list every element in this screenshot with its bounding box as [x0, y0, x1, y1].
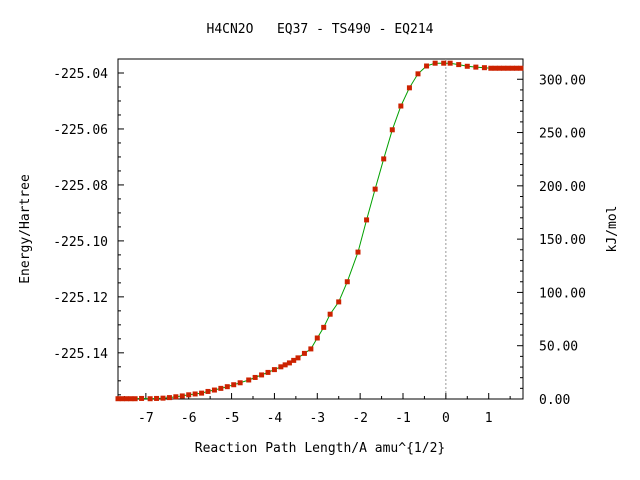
- data-point: [205, 388, 211, 394]
- data-point: [119, 396, 125, 402]
- data-point: [282, 362, 288, 368]
- y-tick-label: -225.14: [53, 347, 108, 362]
- data-point: [355, 249, 361, 255]
- energy-series-markers: [115, 60, 524, 402]
- x-tick-label: -2: [352, 411, 368, 426]
- x-tick-label: -6: [181, 411, 197, 426]
- data-point: [173, 394, 179, 400]
- data-point: [252, 374, 258, 380]
- chart-title: H4CN2O EQ37 - TS490 - EQ214: [207, 22, 434, 37]
- data-point: [509, 65, 515, 71]
- x-tick-label: -5: [224, 411, 240, 426]
- data-point: [115, 396, 121, 402]
- y2-tick-label: 50.00: [539, 340, 578, 355]
- data-point: [259, 372, 265, 378]
- y2-tick-label: 0.00: [539, 393, 570, 408]
- data-point: [501, 65, 507, 71]
- y-axis-ticks: -225.04 -225.06 -225.08 -225.10 -225.12 -225.…: [53, 67, 124, 362]
- data-point: [192, 391, 198, 397]
- data-point: [364, 217, 370, 223]
- data-point: [186, 392, 192, 398]
- data-point: [224, 384, 230, 390]
- energy-series-line: [118, 62, 521, 400]
- data-point: [496, 65, 502, 71]
- data-point: [447, 60, 453, 66]
- data-point: [441, 60, 447, 66]
- data-point: [464, 63, 470, 69]
- data-point: [166, 395, 172, 401]
- data-point: [456, 62, 462, 68]
- data-point: [265, 369, 271, 375]
- data-point: [415, 71, 421, 77]
- data-point: [327, 311, 333, 317]
- y-tick-label: -225.10: [53, 235, 108, 250]
- x-axis-label: Reaction Path Length/A amu^{1/2}: [195, 441, 445, 456]
- data-point: [132, 396, 138, 402]
- data-point: [314, 335, 320, 341]
- y2-axis-label: kJ/mol: [605, 206, 620, 253]
- data-point: [398, 103, 404, 109]
- data-point: [308, 346, 314, 352]
- data-point: [291, 357, 297, 363]
- data-point: [271, 367, 277, 373]
- data-point: [488, 65, 494, 71]
- x-tick-label: 1: [485, 411, 493, 426]
- y2-tick-label: 200.00: [539, 180, 586, 195]
- data-point: [321, 324, 327, 330]
- data-point: [199, 390, 205, 396]
- y-axis-label: Energy/Hartree: [18, 174, 33, 284]
- y-tick-label: -225.12: [53, 291, 108, 306]
- data-point: [336, 299, 342, 305]
- data-point: [211, 387, 217, 393]
- data-point: [295, 355, 301, 361]
- data-point: [154, 395, 160, 401]
- data-point: [160, 395, 166, 401]
- data-point: [381, 156, 387, 162]
- data-point: [286, 360, 292, 366]
- x-tick-label: -1: [395, 411, 411, 426]
- data-point: [147, 396, 153, 402]
- data-point: [432, 60, 438, 66]
- data-point: [389, 127, 395, 133]
- data-point: [372, 186, 378, 192]
- data-point: [231, 382, 237, 388]
- y2-tick-label: 150.00: [539, 233, 586, 248]
- y2-tick-label: 300.00: [539, 73, 586, 88]
- data-point: [424, 63, 430, 69]
- x-axis-ticks: -7 -6 -5 -4 -3 -2 -1 0 1: [138, 393, 493, 426]
- data-point: [344, 279, 350, 285]
- data-point: [218, 385, 224, 391]
- y-tick-label: -225.06: [53, 123, 108, 138]
- data-point: [406, 85, 412, 91]
- minor-ticks: [118, 68, 523, 399]
- y-tick-label: -225.04: [53, 67, 108, 82]
- data-point: [301, 350, 307, 356]
- data-point: [278, 364, 284, 370]
- data-point: [128, 396, 134, 402]
- x-tick-label: -3: [309, 411, 325, 426]
- data-point: [237, 380, 243, 386]
- data-point: [124, 396, 130, 402]
- y2-tick-label: 100.00: [539, 286, 586, 301]
- x-tick-label: 0: [442, 411, 450, 426]
- y2-tick-label: 250.00: [539, 127, 586, 142]
- data-point: [481, 65, 487, 71]
- data-point: [518, 65, 524, 71]
- data-point: [246, 377, 252, 383]
- data-point: [514, 65, 520, 71]
- data-point: [473, 64, 479, 70]
- data-point: [139, 395, 145, 401]
- x-tick-label: -7: [138, 411, 154, 426]
- plot-frame: [117, 58, 524, 400]
- data-point: [505, 65, 511, 71]
- data-point: [492, 65, 498, 71]
- y-tick-label: -225.08: [53, 179, 108, 194]
- x-tick-label: -4: [267, 411, 283, 426]
- y2-axis-ticks: 0.00 50.00 100.00 150.00 200.00 250.00 300.00: [517, 73, 586, 408]
- data-point: [179, 393, 185, 399]
